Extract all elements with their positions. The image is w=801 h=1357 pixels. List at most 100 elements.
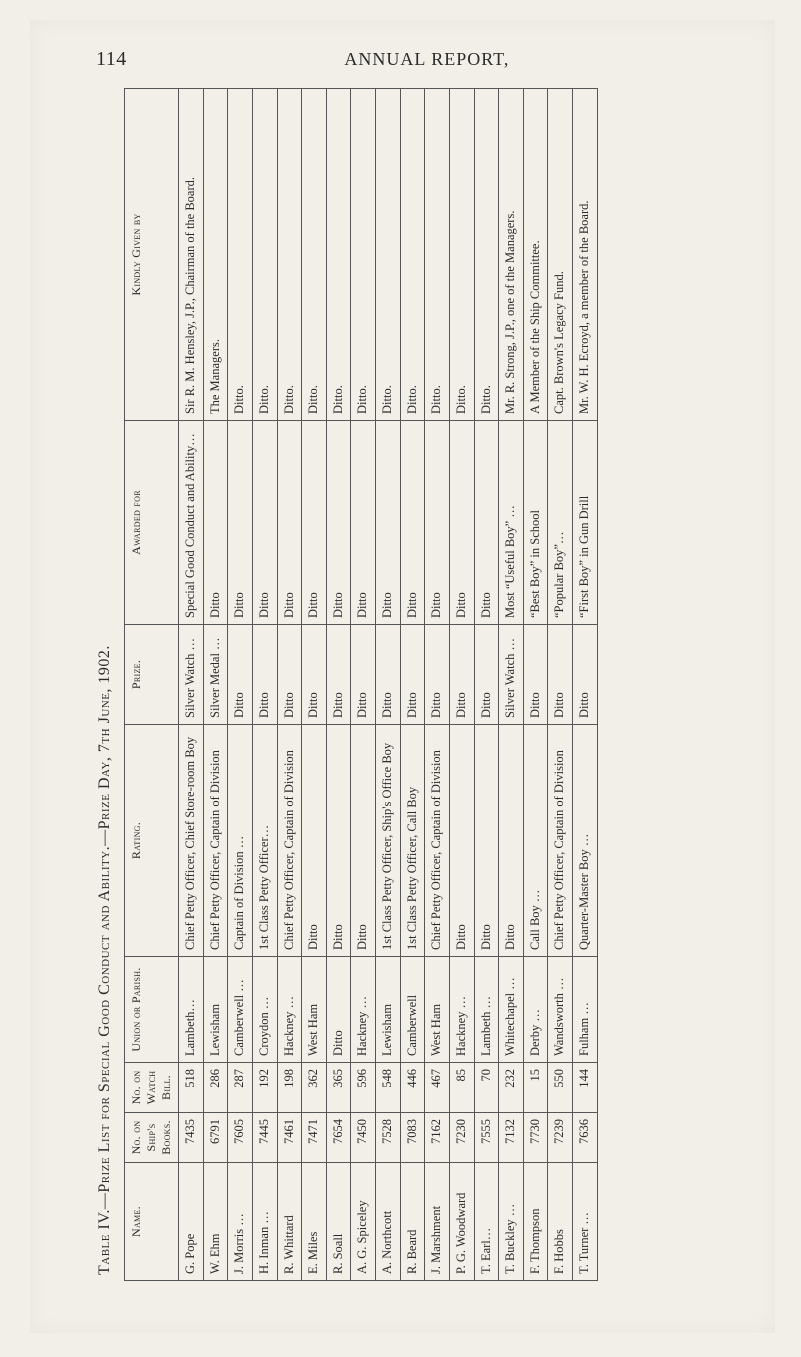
cell-watch-bill: 365 bbox=[326, 1063, 351, 1113]
cell-awarded-for: Ditto bbox=[326, 421, 351, 625]
col-rating: Rating. bbox=[125, 725, 179, 957]
cell-watch-bill: 15 bbox=[523, 1063, 548, 1113]
cell-given-by: Sir R. M. Hensley, J.P., Chairman of the… bbox=[179, 89, 204, 421]
cell-awarded-for: Ditto bbox=[277, 421, 302, 625]
cell-prize: Ditto bbox=[425, 625, 450, 725]
cell-watch-bill: 548 bbox=[376, 1063, 401, 1113]
cell-awarded-for: “First Boy” in Gun Drill bbox=[573, 421, 598, 625]
cell-awarded-for: Ditto bbox=[400, 421, 425, 625]
cell-ships-books: 7636 bbox=[573, 1113, 598, 1163]
col-watch-bill: No. on Watch Bill. bbox=[125, 1063, 179, 1113]
page-number: 114 bbox=[96, 48, 127, 71]
table-row: J. Morris …7605287Camberwell …Captain of… bbox=[228, 89, 253, 1281]
cell-parish: West Ham bbox=[425, 957, 450, 1063]
cell-given-by: Ditto. bbox=[449, 89, 474, 421]
cell-parish: Whitechapel … bbox=[499, 957, 524, 1063]
cell-watch-bill: 467 bbox=[425, 1063, 450, 1113]
cell-rating: 1st Class Petty Officer… bbox=[252, 725, 277, 957]
cell-parish: Lambeth … bbox=[474, 957, 499, 1063]
table-slot: Table IV.—Prize List for Special Good Co… bbox=[96, 81, 757, 1281]
cell-watch-bill: 362 bbox=[302, 1063, 327, 1113]
cell-rating: Ditto bbox=[302, 725, 327, 957]
cell-rating: Chief Petty Officer, Chief Store-room Bo… bbox=[179, 725, 204, 957]
col-prize: Prize. bbox=[125, 625, 179, 725]
table-title: Table IV.—Prize List for Special Good Co… bbox=[96, 81, 114, 1275]
cell-watch-bill: 286 bbox=[203, 1063, 228, 1113]
cell-parish: Croydon … bbox=[252, 957, 277, 1063]
rotated-table-wrapper: Table IV.—Prize List for Special Good Co… bbox=[96, 81, 736, 1281]
cell-watch-bill: 550 bbox=[548, 1063, 573, 1113]
cell-watch-bill: 518 bbox=[179, 1063, 204, 1113]
table-row: T. Earl…755570Lambeth …DittoDittoDittoDi… bbox=[474, 89, 499, 1281]
cell-ships-books: 7445 bbox=[252, 1113, 277, 1163]
cell-ships-books: 7239 bbox=[548, 1113, 573, 1163]
cell-watch-bill: 596 bbox=[351, 1063, 376, 1113]
cell-watch-bill: 198 bbox=[277, 1063, 302, 1113]
col-given-by: Kindly Given by bbox=[125, 89, 179, 421]
table-body: G. Pope7435518Lambeth…Chief Petty Office… bbox=[179, 89, 598, 1281]
table-row: W. Ehm6791286LewishamChief Petty Officer… bbox=[203, 89, 228, 1281]
cell-ships-books: 7555 bbox=[474, 1113, 499, 1163]
cell-prize: Silver Watch … bbox=[499, 625, 524, 725]
cell-name: T. Turner … bbox=[573, 1163, 598, 1281]
cell-watch-bill: 232 bbox=[499, 1063, 524, 1113]
cell-rating: Captain of Division … bbox=[228, 725, 253, 957]
table-row: T. Buckley …7132232Whitechapel …DittoSil… bbox=[499, 89, 524, 1281]
cell-name: G. Pope bbox=[179, 1163, 204, 1281]
cell-ships-books: 7162 bbox=[425, 1113, 450, 1163]
cell-prize: Ditto bbox=[351, 625, 376, 725]
cell-given-by: Ditto. bbox=[400, 89, 425, 421]
cell-ships-books: 7132 bbox=[499, 1113, 524, 1163]
cell-parish: Camberwell bbox=[400, 957, 425, 1063]
table-row: F. Thompson773015Derby …Call Boy …Ditto“… bbox=[523, 89, 548, 1281]
cell-awarded-for: Ditto bbox=[203, 421, 228, 625]
cell-ships-books: 7461 bbox=[277, 1113, 302, 1163]
cell-given-by: Ditto. bbox=[228, 89, 253, 421]
cell-parish: Derby … bbox=[523, 957, 548, 1063]
cell-given-by: Ditto. bbox=[302, 89, 327, 421]
cell-name: A. Northcott bbox=[376, 1163, 401, 1281]
cell-ships-books: 7450 bbox=[351, 1113, 376, 1163]
page: 114 ANNUAL REPORT, Table IV.—Prize List … bbox=[0, 0, 801, 1357]
cell-ships-books: 7471 bbox=[302, 1113, 327, 1163]
cell-name: H. Inman … bbox=[252, 1163, 277, 1281]
cell-given-by: Mr. W. H. Ecroyd, a member of the Board. bbox=[573, 89, 598, 421]
cell-rating: Ditto bbox=[351, 725, 376, 957]
cell-name: A. G. Spiceley bbox=[351, 1163, 376, 1281]
cell-watch-bill: 446 bbox=[400, 1063, 425, 1113]
cell-parish: Hackney … bbox=[277, 957, 302, 1063]
cell-awarded-for: Ditto bbox=[376, 421, 401, 625]
col-awarded-for: Awarded for bbox=[125, 421, 179, 625]
cell-given-by: Ditto. bbox=[252, 89, 277, 421]
table-row: R. Beard7083446Camberwell1st Class Petty… bbox=[400, 89, 425, 1281]
cell-awarded-for: Ditto bbox=[351, 421, 376, 625]
cell-parish: Lewisham bbox=[203, 957, 228, 1063]
cell-prize: Ditto bbox=[326, 625, 351, 725]
col-name: Name. bbox=[125, 1163, 179, 1281]
cell-awarded-for: Most “Useful Boy” … bbox=[499, 421, 524, 625]
cell-awarded-for: Ditto bbox=[302, 421, 327, 625]
cell-given-by: Ditto. bbox=[425, 89, 450, 421]
cell-rating: Chief Petty Officer, Captain of Division bbox=[425, 725, 450, 957]
cell-rating: Call Boy … bbox=[523, 725, 548, 957]
cell-ships-books: 7083 bbox=[400, 1113, 425, 1163]
cell-awarded-for: Ditto bbox=[252, 421, 277, 625]
cell-name: F. Hobbs bbox=[548, 1163, 573, 1281]
cell-parish: Wandsworth … bbox=[548, 957, 573, 1063]
cell-ships-books: 7730 bbox=[523, 1113, 548, 1163]
cell-ships-books: 7605 bbox=[228, 1113, 253, 1163]
cell-parish: Camberwell … bbox=[228, 957, 253, 1063]
table-row: A. G. Spiceley7450596Hackney …DittoDitto… bbox=[351, 89, 376, 1281]
cell-prize: Ditto bbox=[302, 625, 327, 725]
cell-rating: Ditto bbox=[499, 725, 524, 957]
cell-name: P. G. Woodward bbox=[449, 1163, 474, 1281]
cell-parish: West Ham bbox=[302, 957, 327, 1063]
cell-name: J. Morris … bbox=[228, 1163, 253, 1281]
cell-ships-books: 7230 bbox=[449, 1113, 474, 1163]
cell-rating: Chief Petty Officer, Captain of Division bbox=[203, 725, 228, 957]
cell-given-by: Mr. R. Strong, J.P., one of the Managers… bbox=[499, 89, 524, 421]
cell-parish: Ditto bbox=[326, 957, 351, 1063]
cell-rating: Quarter-Master Boy … bbox=[573, 725, 598, 957]
cell-name: J. Marshment bbox=[425, 1163, 450, 1281]
cell-prize: Ditto bbox=[523, 625, 548, 725]
